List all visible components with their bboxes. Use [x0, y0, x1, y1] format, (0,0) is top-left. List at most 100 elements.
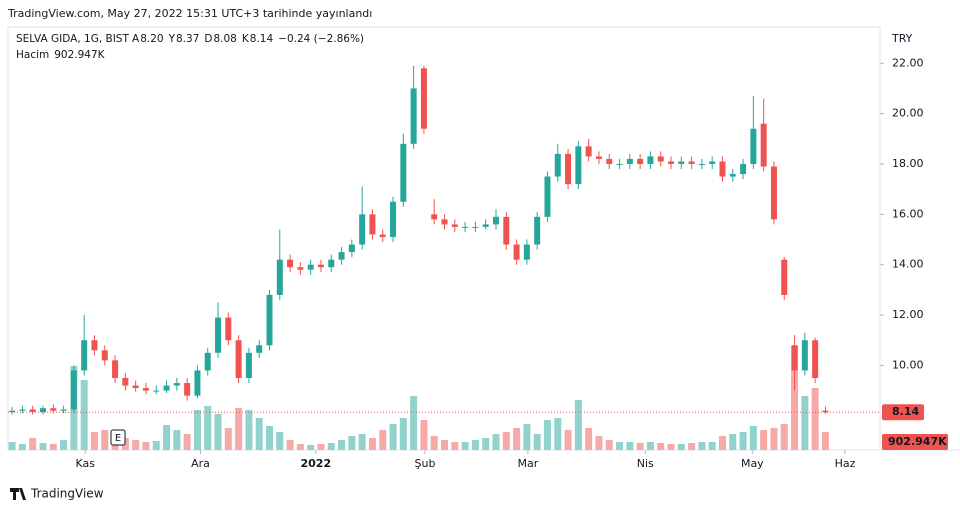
volume-bar: [255, 418, 263, 450]
candle-body: [781, 259, 788, 295]
y-tick-label: 22.00: [892, 56, 924, 69]
candle-body: [647, 156, 654, 164]
volume-bar: [677, 444, 685, 450]
candle-body: [112, 360, 119, 378]
volume-bar: [482, 438, 490, 450]
volume-bar: [18, 444, 26, 450]
volume-bar: [132, 440, 140, 450]
candle-body: [770, 166, 777, 220]
marks: [8, 65, 829, 450]
volume-bar: [224, 428, 232, 450]
volume-bar: [698, 442, 706, 450]
candle-body: [307, 264, 314, 270]
candle-body: [225, 317, 232, 341]
candle-body: [482, 224, 489, 227]
legend-key: Hacim: [16, 49, 49, 61]
candle-body: [132, 385, 139, 389]
candle-body: [173, 383, 180, 386]
symbol: SELVA GIDA, 1G, BIST: [16, 33, 129, 45]
candle-body: [595, 156, 602, 159]
x-tick-label: Haz: [835, 457, 856, 470]
legend-value: −0.24 (−2.86%): [278, 33, 364, 45]
candle-body: [822, 410, 829, 413]
candle-body: [616, 163, 623, 165]
candle-body: [668, 161, 675, 164]
logo-icon: [10, 488, 26, 500]
candle-body: [287, 259, 294, 268]
candle-body: [29, 409, 36, 412]
volume-bar: [801, 396, 809, 450]
volume-bar: [39, 443, 47, 450]
volume-bar: [307, 445, 315, 450]
y-tick-label: 16.00: [892, 207, 924, 220]
candle-body: [184, 383, 191, 396]
candle-body: [379, 234, 386, 237]
volume-bar: [163, 425, 171, 450]
volume-bar: [451, 442, 459, 450]
candle-body: [451, 224, 458, 227]
candle-body: [719, 161, 726, 177]
volume-bar: [595, 436, 603, 450]
candle-body: [369, 214, 376, 235]
candle-body: [153, 390, 160, 392]
volume-bar: [193, 410, 201, 450]
volume-bar: [749, 426, 757, 450]
candle-body: [740, 163, 747, 175]
candle-body: [266, 294, 273, 346]
candle-body: [40, 408, 47, 412]
volume-bar: [708, 442, 716, 450]
volume-bar: [543, 420, 551, 450]
candle-body: [801, 340, 808, 371]
candle-body: [585, 146, 592, 157]
volume-bar: [667, 444, 675, 450]
legend-key: K: [242, 33, 250, 45]
volume-bar: [245, 410, 253, 450]
x-tick-label: Nis: [637, 457, 654, 470]
volume-bar: [471, 440, 479, 450]
volume-bar: [389, 424, 397, 450]
volume-bar: [338, 440, 346, 450]
volume-bar: [29, 438, 37, 450]
volume-bar: [265, 426, 273, 450]
legend-key: Y: [168, 33, 176, 45]
volume-bar: [760, 430, 768, 450]
y-tick-label: 18.00: [892, 157, 924, 170]
legend-key: D: [204, 33, 212, 45]
candle-body: [60, 409, 67, 411]
y-tick-label: 12.00: [892, 308, 924, 321]
volume-bar: [523, 424, 531, 450]
legend-key: A: [132, 33, 140, 45]
volume-bar: [626, 442, 634, 450]
earnings-box: [110, 429, 126, 446]
candle-body: [688, 161, 695, 164]
volume-bar: [420, 420, 428, 450]
legend-value: 8.08: [213, 33, 236, 45]
candle-body: [575, 146, 582, 185]
candle-body: [678, 161, 685, 164]
candle-body: [462, 226, 469, 228]
candle-body: [81, 340, 88, 371]
volume-bar: [60, 440, 68, 450]
last-price-tag: [882, 404, 924, 421]
volume-bar: [605, 440, 613, 450]
volume-bar: [101, 430, 109, 450]
candle-body: [19, 409, 26, 411]
candle-body: [163, 385, 170, 391]
candle-body: [565, 153, 572, 185]
x-tick-label: Ara: [191, 457, 210, 470]
volume-bar: [585, 428, 593, 450]
volume-bar: [616, 442, 624, 450]
volume-bar: [379, 430, 387, 450]
x-tick-label: Mar: [518, 457, 539, 470]
candle-body: [70, 370, 77, 410]
footer-text: TradingView: [30, 487, 104, 501]
volume-bar: [142, 442, 150, 450]
candle-body: [637, 158, 644, 164]
volume-bar: [492, 434, 500, 450]
volume-bar: [821, 431, 829, 450]
volume-bar: [554, 418, 562, 450]
candle-body: [472, 226, 479, 228]
candle-body: [317, 264, 324, 268]
candle-body: [729, 174, 736, 177]
candle-body: [50, 408, 57, 411]
